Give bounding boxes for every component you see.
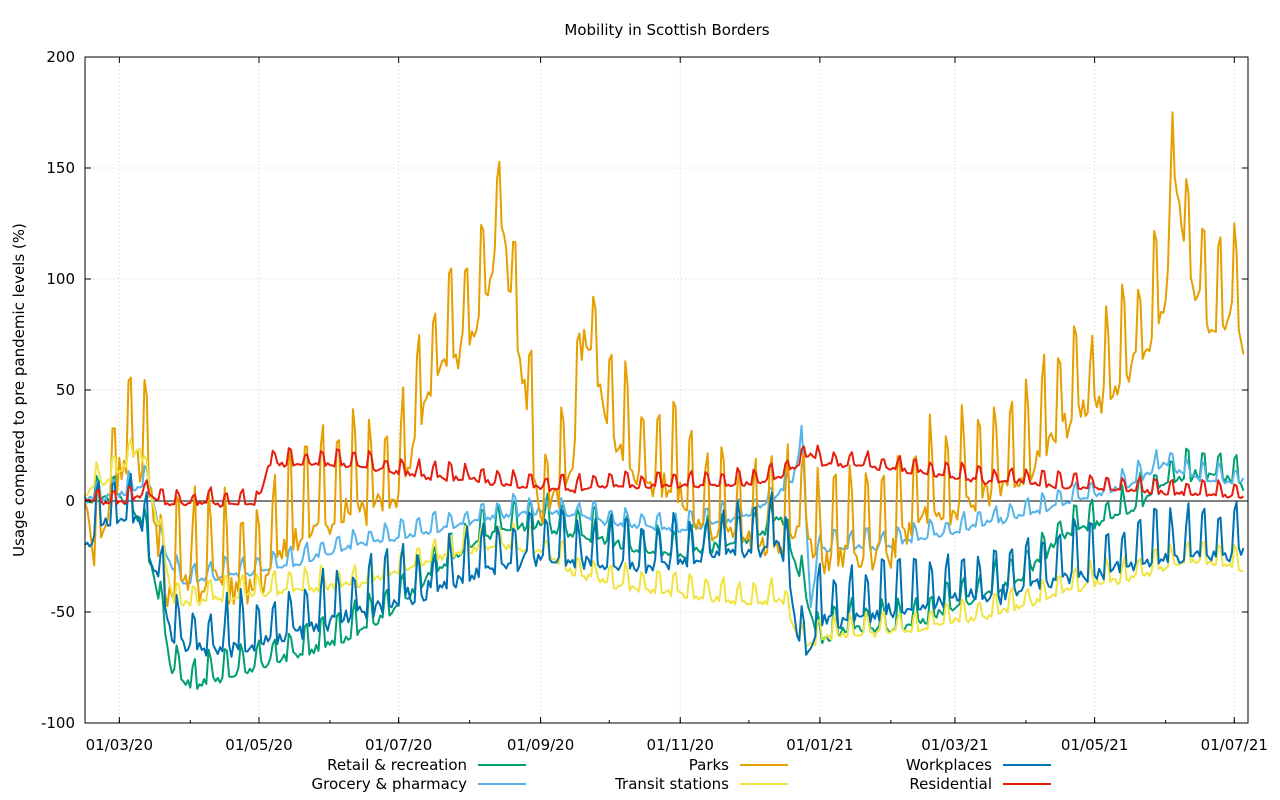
legend-label: Transit stations (614, 775, 729, 793)
legend-label: Residential (909, 775, 992, 793)
series-lines (84, 111, 1245, 690)
legend-label: Parks (689, 756, 729, 774)
y-tick-label: 150 (46, 159, 75, 177)
series-line-residential (84, 444, 1245, 508)
y-tick-label: 200 (46, 48, 75, 66)
x-minor-ticks (118, 720, 1235, 723)
y-tick-label: 0 (65, 492, 75, 510)
series-line-transit-stations (84, 438, 1244, 647)
series-line-retail-recreation (84, 447, 1245, 690)
x-axis-ticks: 01/03/20 01/05/20 01/07/20 01/09/20 01/11/20… (86, 57, 1268, 754)
y-axis-ticks: -100 -50 0 50 100 150 200 (41, 48, 1248, 732)
x-tick-label: 01/03/20 (86, 736, 153, 754)
x-tick-label: 01/11/20 (647, 736, 714, 754)
y-axis-label: Usage compared to pre pandemic levels (%… (10, 223, 28, 557)
x-tick-label: 01/09/20 (507, 736, 574, 754)
y-tick-label: -100 (41, 714, 75, 732)
series-line-workplaces (84, 472, 1245, 658)
x-tick-label: 01/05/20 (225, 736, 292, 754)
legend-label: Workplaces (906, 756, 992, 774)
x-tick-label: 01/01/21 (786, 736, 853, 754)
x-tick-label: 01/05/21 (1061, 736, 1128, 754)
series-line-parks (84, 111, 1245, 608)
legend-label: Grocery & pharmacy (312, 775, 468, 793)
x-tick-label: 01/07/21 (1201, 736, 1268, 754)
y-tick-label: 50 (56, 381, 75, 399)
y-tick-label: -50 (51, 603, 76, 621)
series-line-grocery-pharmacy (84, 424, 1245, 608)
chart-title: Mobility in Scottish Borders (564, 21, 769, 39)
x-tick-label: 01/07/20 (365, 736, 432, 754)
y-tick-label: 100 (46, 270, 75, 288)
x-tick-label: 01/03/21 (921, 736, 988, 754)
legend-label: Retail & recreation (327, 756, 467, 774)
